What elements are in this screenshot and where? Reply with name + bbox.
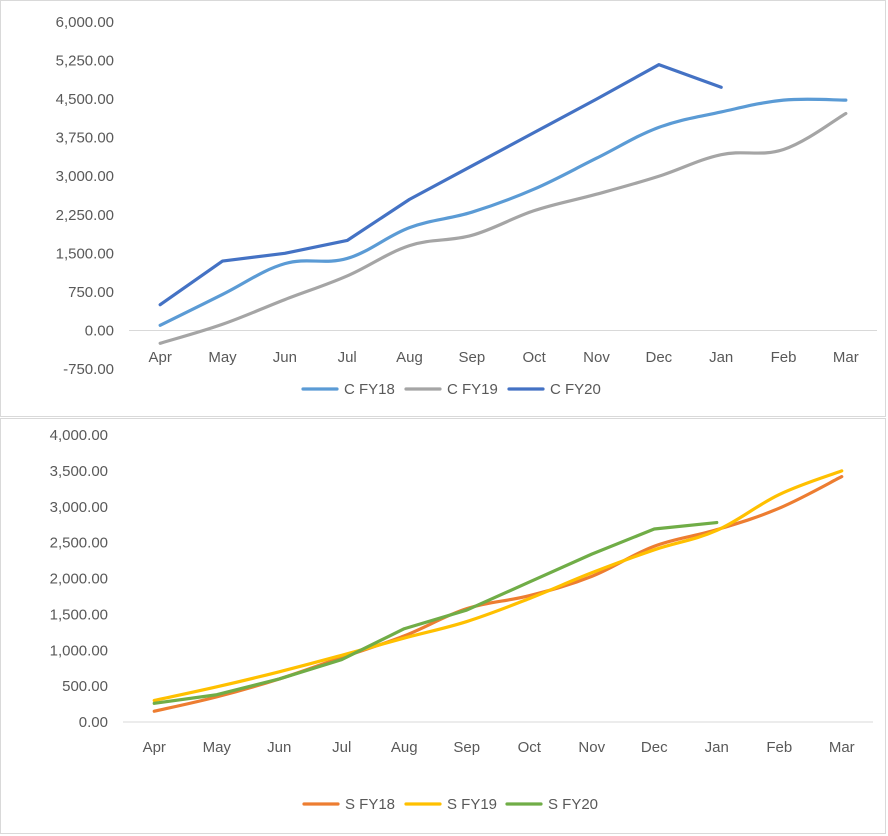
- chart-s-xtick-label: Jan: [705, 739, 729, 756]
- chart-s-ytick-label: 4,000.00: [50, 427, 108, 444]
- chart-c-xtick-label: Dec: [645, 349, 672, 366]
- chart-c-xtick-label: Feb: [771, 349, 797, 366]
- chart-c-ytick-label: 3,750.00: [56, 130, 114, 147]
- chart-s-ytick-label: 1,500.00: [50, 606, 108, 623]
- chart-s-plot: 0.00 500.00 1,000.00 1,500.00 2,000.00 2,500.…: [50, 427, 873, 813]
- chart-c-ytick-label: 6,000.00: [56, 14, 114, 31]
- chart-c-ytick-label: 5,250.00: [56, 53, 114, 70]
- chart-c-plot: -750.00 0.00 750.00 1,500.00 2,250.00 3,000.0…: [56, 14, 877, 398]
- chart-c-ytick-label: 3,000.00: [56, 168, 114, 185]
- series-line-c-fy19: [158, 111, 848, 345]
- chart-s-ytick-label: 2,500.00: [50, 535, 108, 552]
- chart-s-xtick-label: Nov: [578, 739, 605, 756]
- chart-c-xtick-label: May: [208, 349, 237, 366]
- chart-c-xtick-label: Jan: [709, 349, 733, 366]
- chart-s-xtick-label: Aug: [391, 739, 418, 756]
- chart-c-ytick-label: 2,250.00: [56, 207, 114, 224]
- chart-c-xtick-label: Sep: [458, 349, 485, 366]
- chart-s-xtick-label: Dec: [641, 739, 668, 756]
- chart-c-xtick-label: Aug: [396, 349, 423, 366]
- chart-c-xtick-label: Nov: [583, 349, 610, 366]
- chart-s-xtick-label: Jul: [332, 739, 351, 756]
- legend-label-c-fy20: C FY20: [550, 381, 601, 398]
- chart-s-xtick-label: Feb: [766, 739, 792, 756]
- legend-label-s-fy20: S FY20: [548, 796, 598, 813]
- chart-c-xtick-label: Oct: [522, 349, 546, 366]
- chart-s: 0.00 500.00 1,000.00 1,500.00 2,000.00 2,500.…: [0, 418, 886, 834]
- series-line-s-fy20: [152, 520, 719, 705]
- chart-s-xtick-label: Apr: [143, 739, 166, 756]
- chart-s-xtick-label: May: [203, 739, 232, 756]
- chart-c-ytick-label: -750.00: [63, 361, 114, 378]
- chart-s-xtick-label: Sep: [453, 739, 480, 756]
- chart-c-ytick-label: 750.00: [68, 284, 114, 301]
- chart-c-ytick-label: 1,500.00: [56, 245, 114, 262]
- chart-c: -750.00 0.00 750.00 1,500.00 2,250.00 3,000.0…: [0, 0, 886, 417]
- chart-c-xtick-label: Apr: [148, 349, 171, 366]
- chart-s-xtick-label: Oct: [518, 739, 542, 756]
- chart-c-ytick-label: 4,500.00: [56, 91, 114, 108]
- legend-label-s-fy18: S FY18: [345, 796, 395, 813]
- chart-s-ytick-label: 2,000.00: [50, 571, 108, 588]
- series-line-c-fy18: [158, 97, 848, 327]
- chart-s-ytick-label: 1,000.00: [50, 642, 108, 659]
- chart-s-ytick-label: 500.00: [62, 678, 108, 695]
- legend-label-c-fy18: C FY18: [344, 381, 395, 398]
- legend-label-s-fy19: S FY19: [447, 796, 497, 813]
- chart-c-xtick-label: Mar: [833, 349, 859, 366]
- chart-c-xtick-label: Jul: [338, 349, 357, 366]
- chart-s-ytick-label: 3,000.00: [50, 499, 108, 516]
- legend-label-c-fy19: C FY19: [447, 381, 498, 398]
- series-line-s-fy19: [152, 469, 844, 703]
- chart-s-xtick-label: Mar: [829, 739, 855, 756]
- chart-s-ytick-label: 3,500.00: [50, 463, 108, 480]
- chart-c-xtick-label: Jun: [273, 349, 297, 366]
- series-line-c-fy20: [158, 63, 723, 307]
- chart-s-ytick-label: 0.00: [79, 714, 108, 731]
- chart-s-xtick-label: Jun: [267, 739, 291, 756]
- chart-c-ytick-label: 0.00: [85, 322, 114, 339]
